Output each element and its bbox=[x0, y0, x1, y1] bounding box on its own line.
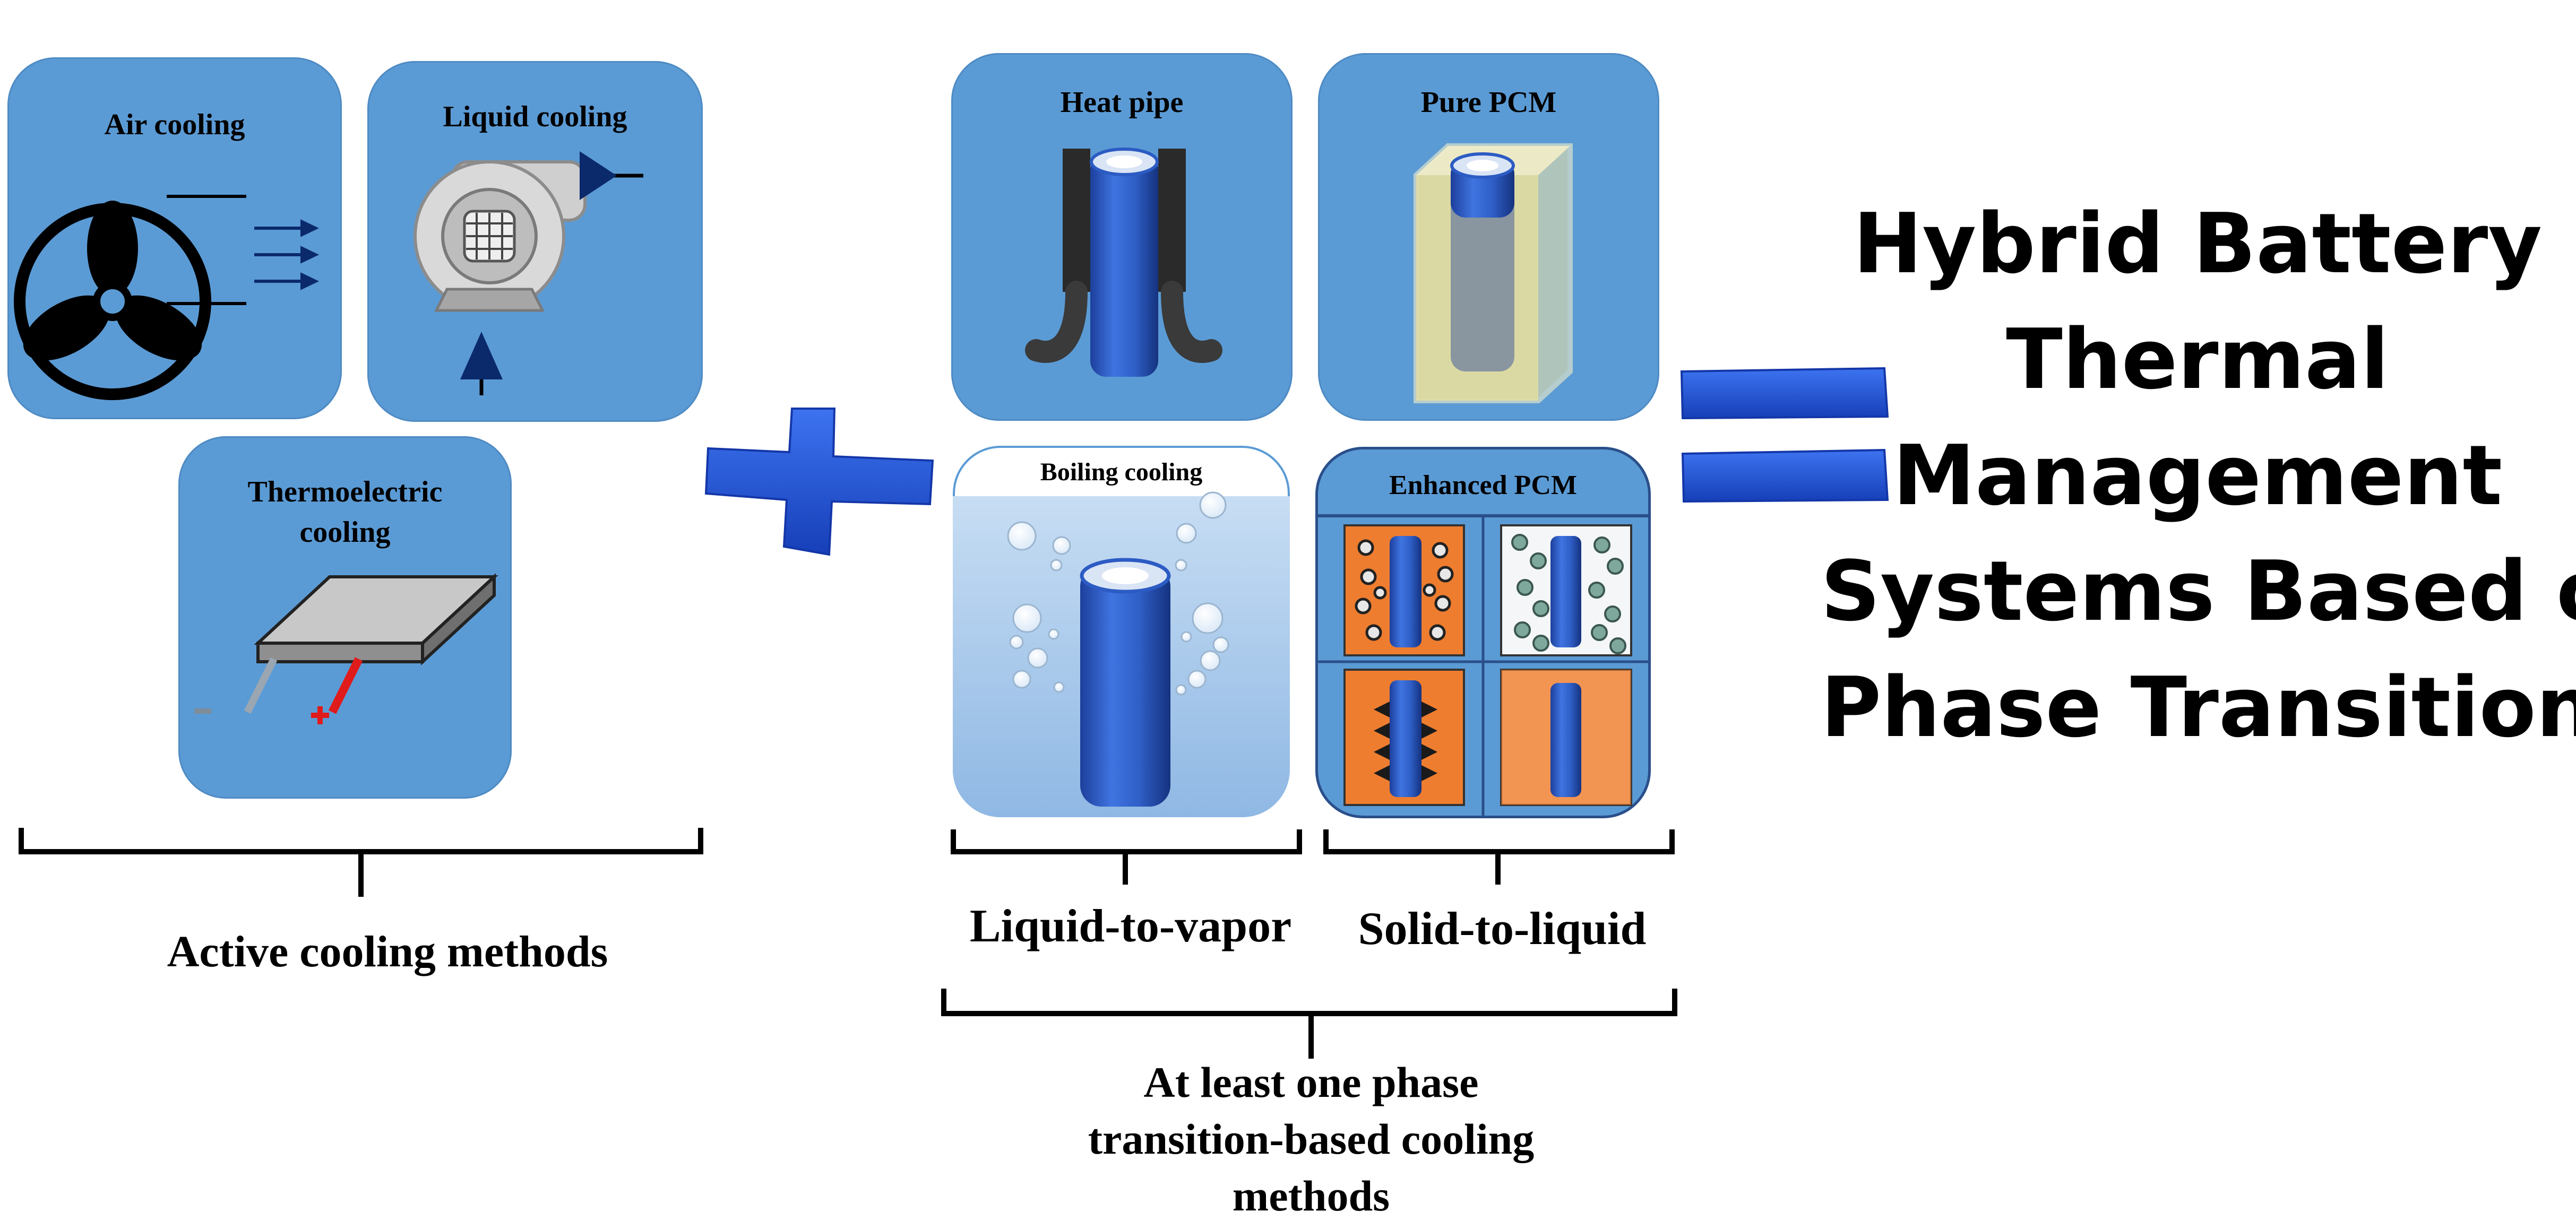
result-title-line5: Phase Transition bbox=[1821, 659, 2576, 756]
phase-methods-label-line2: transition-based cooling bbox=[1088, 1115, 1535, 1163]
boiling-cooling-title: Boiling cooling bbox=[1040, 458, 1203, 486]
active-methods-brace bbox=[19, 828, 703, 897]
air-cooling-title: Air cooling bbox=[104, 108, 245, 141]
result-title-line1: Hybrid Battery bbox=[1853, 195, 2543, 292]
plus-operator-icon bbox=[704, 408, 934, 556]
phase-methods-label-line3: methods bbox=[1232, 1172, 1390, 1220]
boiling-battery-icon bbox=[1080, 558, 1171, 807]
enhanced-pcm-card: Enhanced PCM bbox=[1315, 447, 1651, 818]
thermoelectric-title-line2: cooling bbox=[299, 516, 391, 549]
heat-pipe-battery-icon bbox=[1025, 148, 1222, 377]
pure-pcm-title: Pure PCM bbox=[1420, 86, 1557, 119]
phase-methods-brace bbox=[941, 989, 1677, 1059]
liquid-cooling-title: Liquid cooling bbox=[443, 100, 627, 133]
liquid-to-vapor-label: Liquid-to-vapor bbox=[969, 901, 1292, 952]
air-cooling-card: Air cooling bbox=[7, 57, 342, 419]
thermoelectric-module-icon bbox=[194, 573, 498, 724]
solid-to-liquid-brace bbox=[1323, 829, 1675, 885]
flow-arrows-icon bbox=[460, 151, 643, 395]
enhanced-pcm-grid-icon bbox=[1315, 514, 1651, 818]
airflow-arrows-icon bbox=[254, 219, 319, 290]
pure-pcm-card: Pure PCM bbox=[1318, 53, 1659, 421]
liquid-to-vapor-brace bbox=[951, 829, 1302, 885]
thermoelectric-title-line1: Thermoelectric bbox=[247, 475, 443, 508]
thermoelectric-cooling-card: Thermoelectric cooling bbox=[178, 436, 512, 799]
bubbles-icon bbox=[1007, 491, 1229, 696]
result-title-line3: Management bbox=[1892, 427, 2503, 524]
boiling-cooling-card: Boiling cooling bbox=[953, 446, 1290, 817]
result-title: Hybrid Battery Thermal Management System… bbox=[1821, 186, 2576, 765]
solid-to-liquid-label: Solid-to-liquid bbox=[1358, 903, 1647, 955]
equals-operator-icon bbox=[1680, 367, 1889, 503]
active-methods-label: Active cooling methods bbox=[167, 927, 608, 976]
pump-icon bbox=[413, 160, 587, 312]
pure-pcm-block-icon bbox=[1414, 143, 1573, 403]
phase-methods-label-line1: At least one phase bbox=[1143, 1058, 1479, 1106]
enhanced-pcm-title: Enhanced PCM bbox=[1389, 470, 1577, 500]
liquid-cooling-card: Liquid cooling bbox=[367, 61, 703, 422]
result-title-line2: Thermal bbox=[2006, 311, 2389, 408]
heat-pipe-card: Heat pipe bbox=[951, 53, 1293, 421]
heat-pipe-title: Heat pipe bbox=[1060, 86, 1184, 119]
fan-icon bbox=[14, 195, 246, 400]
result-title-line4: Systems Based on bbox=[1821, 543, 2576, 640]
